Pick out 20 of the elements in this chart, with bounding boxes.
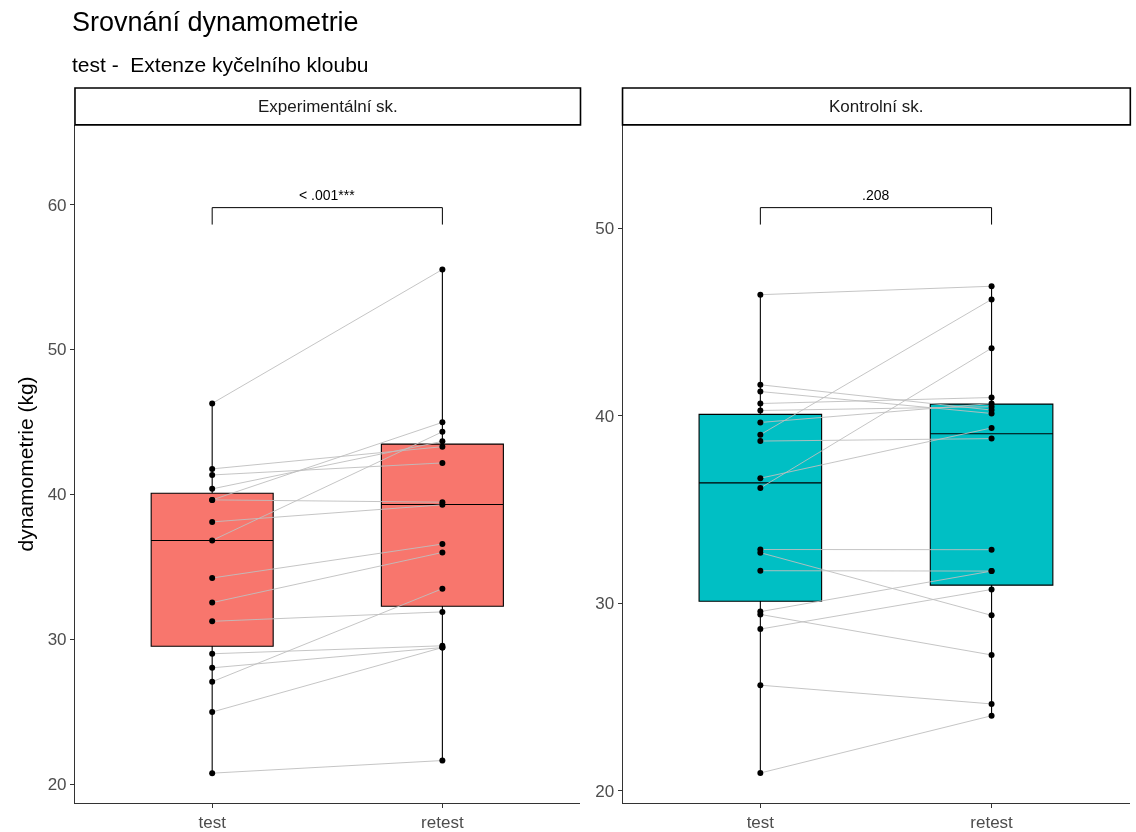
y-tick-label: 20 (47, 775, 67, 795)
x-tick-label: test (198, 813, 227, 832)
y-tick-label: 40 (47, 485, 67, 505)
y-tick-label: 60 (47, 195, 67, 215)
y-tick-label: 40 (595, 406, 615, 426)
y-tick-label: 50 (47, 340, 67, 360)
x-tick-label: retest (970, 813, 1014, 832)
annotation: .208 (862, 187, 890, 203)
chart-title: Srovnání dynamometrie (72, 7, 359, 37)
y-tick-label: 50 (595, 219, 615, 239)
y-tick-label: 30 (47, 630, 67, 650)
annotation: < .001*** (299, 187, 356, 203)
x-tick-label: test (746, 813, 775, 832)
x-tick-label: retest (421, 813, 464, 832)
y-axis-title: dynamometrie (kg) (13, 376, 37, 552)
y-tick-label: 30 (595, 594, 615, 614)
text: Experimentální sk. (258, 97, 398, 116)
y-tick-label: 20 (595, 781, 615, 801)
chart-subtitle: test - Extenze kyčelního kloubu (72, 53, 369, 76)
text: Kontrolní sk. (829, 97, 924, 116)
